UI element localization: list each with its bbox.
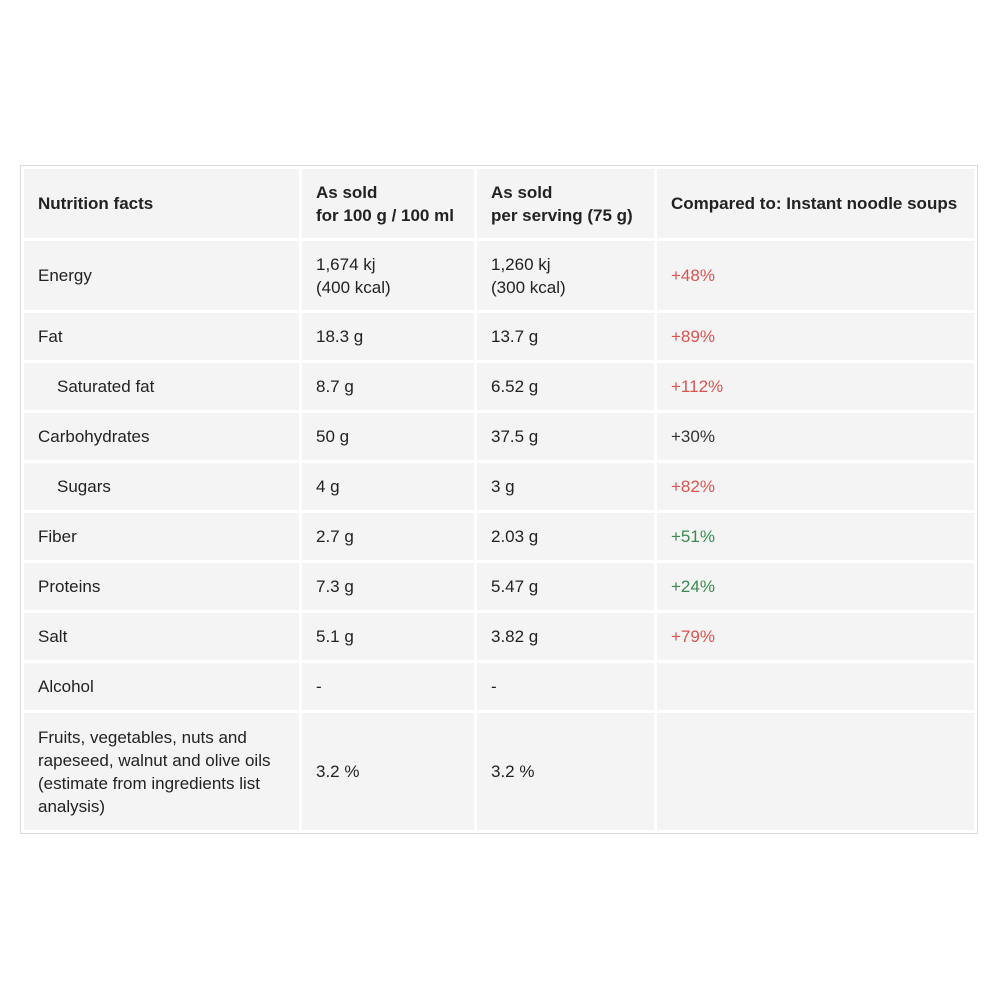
row-label: Fruits, vegetables, nuts and rapeseed, w… — [24, 713, 299, 830]
row-label: Fat — [24, 313, 299, 360]
cell-compare: +51% — [657, 513, 974, 560]
cell-per-serving: 2.03 g — [477, 513, 654, 560]
table-row-proteins: Proteins 7.3 g 5.47 g +24% — [24, 563, 974, 610]
table-row-fruits-vegetables: Fruits, vegetables, nuts and rapeseed, w… — [24, 713, 974, 830]
cell-per-serving: 13.7 g — [477, 313, 654, 360]
header-nutrition-facts: Nutrition facts — [24, 169, 299, 238]
cell-per-serving: - — [477, 663, 654, 710]
row-label: Fiber — [24, 513, 299, 560]
cell-compare: +82% — [657, 463, 974, 510]
cell-per-serving-kcal: (300 kcal) — [491, 277, 566, 297]
nutrition-table-container: Nutrition facts As sold for 100 g / 100 … — [20, 165, 978, 834]
cell-per-serving: 6.52 g — [477, 363, 654, 410]
cell-per-100g: 8.7 g — [302, 363, 474, 410]
row-label: Sugars — [24, 463, 299, 510]
cell-per-100g: - — [302, 663, 474, 710]
table-row-sugars: Sugars 4 g 3 g +82% — [24, 463, 974, 510]
table-row-salt: Salt 5.1 g 3.82 g +79% — [24, 613, 974, 660]
cell-per-100g: 2.7 g — [302, 513, 474, 560]
table-row-saturated-fat: Saturated fat 8.7 g 6.52 g +112% — [24, 363, 974, 410]
cell-per-serving: 37.5 g — [477, 413, 654, 460]
row-label: Alcohol — [24, 663, 299, 710]
cell-per-100g: 3.2 % — [302, 713, 474, 830]
cell-compare — [657, 713, 974, 830]
cell-compare: +48% — [657, 241, 974, 310]
cell-per-serving: 3.2 % — [477, 713, 654, 830]
row-label: Salt — [24, 613, 299, 660]
table-row-carbohydrates: Carbohydrates 50 g 37.5 g +30% — [24, 413, 974, 460]
cell-per-100g: 1,674 kj (400 kcal) — [302, 241, 474, 310]
cell-per-100g-kj: 1,674 kj — [316, 254, 376, 274]
cell-per-serving: 3 g — [477, 463, 654, 510]
cell-compare: +112% — [657, 363, 974, 410]
cell-per-100g: 4 g — [302, 463, 474, 510]
cell-per-100g-kcal: (400 kcal) — [316, 277, 391, 297]
header-per-serving: As sold per serving (75 g) — [477, 169, 654, 238]
table-header-row: Nutrition facts As sold for 100 g / 100 … — [24, 169, 974, 238]
row-label: Saturated fat — [24, 363, 299, 410]
cell-compare: +79% — [657, 613, 974, 660]
cell-per-serving-kj: 1,260 kj — [491, 254, 551, 274]
header-per-100g-line2: for 100 g / 100 ml — [316, 205, 454, 225]
cell-compare: +89% — [657, 313, 974, 360]
header-per-serving-line1: As sold — [491, 182, 553, 202]
cell-per-100g: 5.1 g — [302, 613, 474, 660]
cell-per-serving: 5.47 g — [477, 563, 654, 610]
header-per-100g: As sold for 100 g / 100 ml — [302, 169, 474, 238]
table-row-fiber: Fiber 2.7 g 2.03 g +51% — [24, 513, 974, 560]
cell-per-100g: 50 g — [302, 413, 474, 460]
table-row-fat: Fat 18.3 g 13.7 g +89% — [24, 313, 974, 360]
cell-per-serving: 1,260 kj (300 kcal) — [477, 241, 654, 310]
header-per-serving-line2: per serving (75 g) — [491, 205, 633, 225]
nutrition-facts-table: Nutrition facts As sold for 100 g / 100 … — [21, 166, 977, 833]
row-label: Energy — [24, 241, 299, 310]
cell-per-100g: 18.3 g — [302, 313, 474, 360]
cell-compare: +24% — [657, 563, 974, 610]
cell-compare — [657, 663, 974, 710]
cell-per-serving: 3.82 g — [477, 613, 654, 660]
row-label: Carbohydrates — [24, 413, 299, 460]
header-compared-to: Compared to: Instant noodle soups — [657, 169, 974, 238]
table-row-energy: Energy 1,674 kj (400 kcal) 1,260 kj (300… — [24, 241, 974, 310]
row-label: Proteins — [24, 563, 299, 610]
cell-per-100g: 7.3 g — [302, 563, 474, 610]
cell-compare: +30% — [657, 413, 974, 460]
table-row-alcohol: Alcohol - - — [24, 663, 974, 710]
header-per-100g-line1: As sold — [316, 182, 378, 202]
